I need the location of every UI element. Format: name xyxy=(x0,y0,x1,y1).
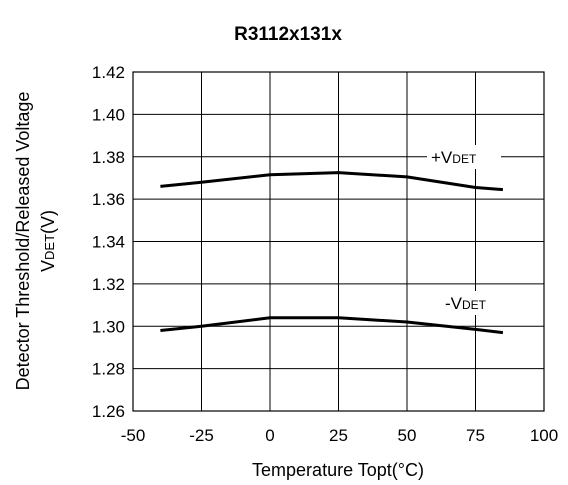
x-tick-label: 100 xyxy=(530,426,558,445)
x-tick-label: 0 xyxy=(265,426,274,445)
plot-frame xyxy=(132,71,545,412)
y-tick-label: 1.40 xyxy=(92,105,125,124)
y-tick-label: 1.26 xyxy=(92,402,125,421)
svg-text:-VDET: -VDET xyxy=(445,294,487,313)
series-label-minus-sub: DET xyxy=(462,298,487,312)
y-tick-label: 1.42 xyxy=(92,63,125,82)
series-label-plus-sub: DET xyxy=(452,152,477,166)
y-axis-label-unit: (V) xyxy=(38,210,58,234)
y-axis-label-main: V xyxy=(38,260,58,272)
series-line-minus-vdet xyxy=(160,316,504,335)
plot-grid xyxy=(132,71,545,412)
y-tick-label: 1.34 xyxy=(92,233,125,252)
y-axis-label-line1: Detector Threshold/Released Voltage xyxy=(13,92,33,391)
series-label-minus-prefix: -V xyxy=(445,294,463,313)
y-tick-label: 1.28 xyxy=(92,360,125,379)
y-tick-label: 1.36 xyxy=(92,190,125,209)
series-label-plus-vdet: +VDET xyxy=(427,145,501,169)
plot-series xyxy=(160,171,504,335)
series-label-minus-vdet: -VDET xyxy=(441,291,495,315)
x-tick-labels: -50 -25 0 25 50 75 100 xyxy=(121,426,558,445)
y-tick-label: 1.38 xyxy=(92,148,125,167)
series-label-plus-prefix: +V xyxy=(431,148,453,167)
x-tick-label: -25 xyxy=(189,426,214,445)
svg-text:+VDET: +VDET xyxy=(431,148,477,167)
x-tick-label: 75 xyxy=(466,426,485,445)
y-tick-label: 1.30 xyxy=(92,317,125,336)
y-axis-label-line2: VDET(V) xyxy=(38,210,58,272)
x-axis-label: Temperature Topt(°C) xyxy=(252,460,424,480)
x-tick-label: 25 xyxy=(329,426,348,445)
y-axis-label-sub: DET xyxy=(42,234,57,260)
y-tick-labels: 1.42 1.40 1.38 1.36 1.34 1.32 1.30 1.28 1.26 xyxy=(92,63,125,421)
chart-title: R3112x131x xyxy=(234,24,342,45)
series-line-plus-vdet xyxy=(160,171,504,192)
y-tick-label: 1.32 xyxy=(92,275,125,294)
x-tick-label: 50 xyxy=(398,426,417,445)
x-tick-label: -50 xyxy=(121,426,146,445)
